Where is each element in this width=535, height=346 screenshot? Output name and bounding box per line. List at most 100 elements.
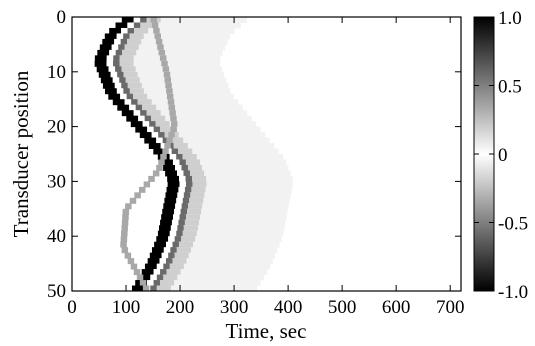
- heat-cell: [170, 126, 177, 133]
- heat-cell: [176, 247, 191, 254]
- heat-cell: [120, 236, 128, 243]
- heat-cell: [130, 121, 143, 128]
- heat-cell: [151, 115, 166, 122]
- heat-cell: [179, 175, 186, 182]
- heat-cell: [112, 99, 125, 106]
- heat-cell: [138, 186, 146, 193]
- heat-cell: [124, 44, 139, 51]
- heat-cell: [189, 197, 204, 204]
- heat-cell: [162, 208, 175, 215]
- heat-cell: [127, 22, 134, 29]
- heat-cell: [174, 236, 182, 243]
- heat-cell: [116, 88, 124, 95]
- heat-cell: [123, 88, 130, 95]
- heat-tail: [190, 181, 293, 188]
- heat-cell: [158, 49, 166, 56]
- heat-cell: [181, 203, 189, 210]
- heat-cell: [115, 66, 122, 73]
- heat-cell: [121, 27, 128, 34]
- heat-cell: [131, 285, 144, 291]
- heat-cell: [190, 192, 205, 199]
- heat-cell: [192, 181, 207, 188]
- x-tick-label: 200: [166, 297, 195, 318]
- heat-cell: [137, 99, 152, 106]
- heat-cell: [135, 104, 143, 111]
- heat-cell: [182, 154, 197, 160]
- heat-cell: [192, 175, 207, 182]
- heat-cell: [168, 132, 175, 139]
- heat-cell: [161, 159, 173, 166]
- heat-cell: [121, 82, 128, 89]
- heat-cell: [154, 33, 162, 40]
- x-tick-label: 300: [220, 297, 249, 318]
- heat-cell: [151, 132, 159, 139]
- heat-cell: [156, 285, 171, 291]
- heat-cell: [171, 121, 178, 128]
- heat-cell: [185, 175, 193, 182]
- heat-cell: [127, 27, 135, 34]
- heat-cell: [162, 66, 170, 73]
- heat-tail: [130, 93, 234, 100]
- heat-cell: [122, 49, 137, 56]
- heat-cell: [102, 82, 115, 89]
- heat-tail: [174, 247, 278, 254]
- heat-cell: [180, 208, 188, 215]
- heat-cell: [106, 55, 114, 62]
- heat-cell: [121, 247, 129, 254]
- heat-cell: [166, 258, 173, 265]
- heat-cell: [150, 274, 157, 281]
- y-tick-label: 30: [47, 171, 66, 192]
- heat-cell: [178, 219, 185, 226]
- heat-tail: [161, 274, 264, 281]
- heat-cell: [182, 230, 197, 237]
- heat-cell: [123, 71, 138, 78]
- heat-cell: [156, 137, 163, 144]
- heat-cell: [133, 93, 148, 100]
- heat-cell: [168, 236, 175, 243]
- heat-cell: [161, 252, 169, 259]
- heat-cell: [109, 27, 122, 34]
- heat-cell: [146, 110, 161, 117]
- heat-cell: [161, 214, 174, 221]
- heat-cell: [140, 17, 147, 23]
- heat-cell: [121, 17, 134, 23]
- heat-cell: [167, 181, 180, 188]
- heat-tail: [170, 258, 273, 265]
- heat-cell: [138, 115, 145, 122]
- heat-cell: [158, 225, 171, 232]
- colorbar-ticks: 1.0 0.5 0 -0.5 -1.0: [474, 8, 528, 303]
- plot-frame: [71, 16, 462, 292]
- heat-cell: [121, 225, 128, 232]
- heat-cell: [119, 55, 134, 62]
- heat-cell: [127, 82, 142, 89]
- heat-tail: [138, 22, 241, 29]
- heat-cell: [124, 252, 132, 259]
- heat-cell: [154, 241, 167, 248]
- y-tick-label: 40: [47, 226, 66, 247]
- heat-cell: [167, 99, 175, 106]
- heat-cell: [122, 214, 129, 221]
- heat-cell: [120, 241, 127, 248]
- heat-tail: [180, 230, 284, 237]
- heat-cell: [119, 77, 126, 84]
- y-tick-label: 10: [47, 62, 66, 83]
- heat-cell: [129, 88, 144, 95]
- heat-cell: [134, 27, 149, 34]
- heat-cell: [164, 197, 177, 204]
- heat-cell: [118, 44, 125, 51]
- heat-cell: [166, 137, 173, 144]
- heat-cell: [166, 241, 173, 248]
- heat-tail: [189, 186, 292, 193]
- heat-cell: [176, 230, 183, 237]
- heat-cell: [105, 88, 117, 95]
- heat-cell: [155, 121, 170, 128]
- colorbar-tick-label: 0: [498, 145, 508, 166]
- heat-cell: [171, 148, 179, 155]
- heat-cell: [185, 181, 193, 188]
- heat-cell: [133, 269, 141, 276]
- heat-cell: [178, 148, 193, 155]
- heat-cell: [153, 269, 161, 276]
- heat-cell: [178, 241, 194, 248]
- heat-cell: [129, 104, 136, 111]
- heat-cell: [121, 110, 134, 117]
